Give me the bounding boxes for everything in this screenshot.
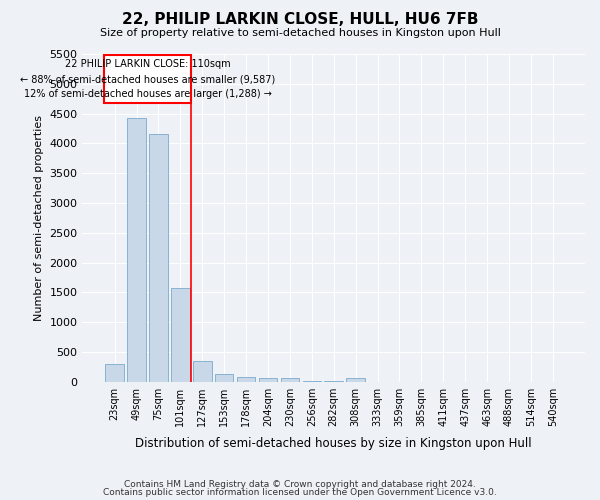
Bar [259,378,277,382]
Text: Contains HM Land Registry data © Crown copyright and database right 2024.: Contains HM Land Registry data © Crown c… [124,480,476,489]
Text: 22 PHILIP LARKIN CLOSE: 110sqm
← 88% of semi-detached houses are smaller (9,587): 22 PHILIP LARKIN CLOSE: 110sqm ← 88% of … [20,59,275,99]
Bar [171,288,190,382]
Text: Contains public sector information licensed under the Open Government Licence v3: Contains public sector information licen… [103,488,497,497]
Y-axis label: Number of semi-detached properties: Number of semi-detached properties [34,115,44,321]
Bar [237,377,256,382]
X-axis label: Distribution of semi-detached houses by size in Kingston upon Hull: Distribution of semi-detached houses by … [136,437,532,450]
Text: 22, PHILIP LARKIN CLOSE, HULL, HU6 7FB: 22, PHILIP LARKIN CLOSE, HULL, HU6 7FB [122,12,478,28]
Text: Size of property relative to semi-detached houses in Kingston upon Hull: Size of property relative to semi-detach… [100,28,500,38]
Bar [127,118,146,382]
Bar [215,374,233,382]
Bar [346,378,365,382]
Bar [149,134,168,382]
Bar [193,362,212,382]
FancyBboxPatch shape [104,55,191,103]
Bar [106,364,124,382]
Bar [281,378,299,382]
